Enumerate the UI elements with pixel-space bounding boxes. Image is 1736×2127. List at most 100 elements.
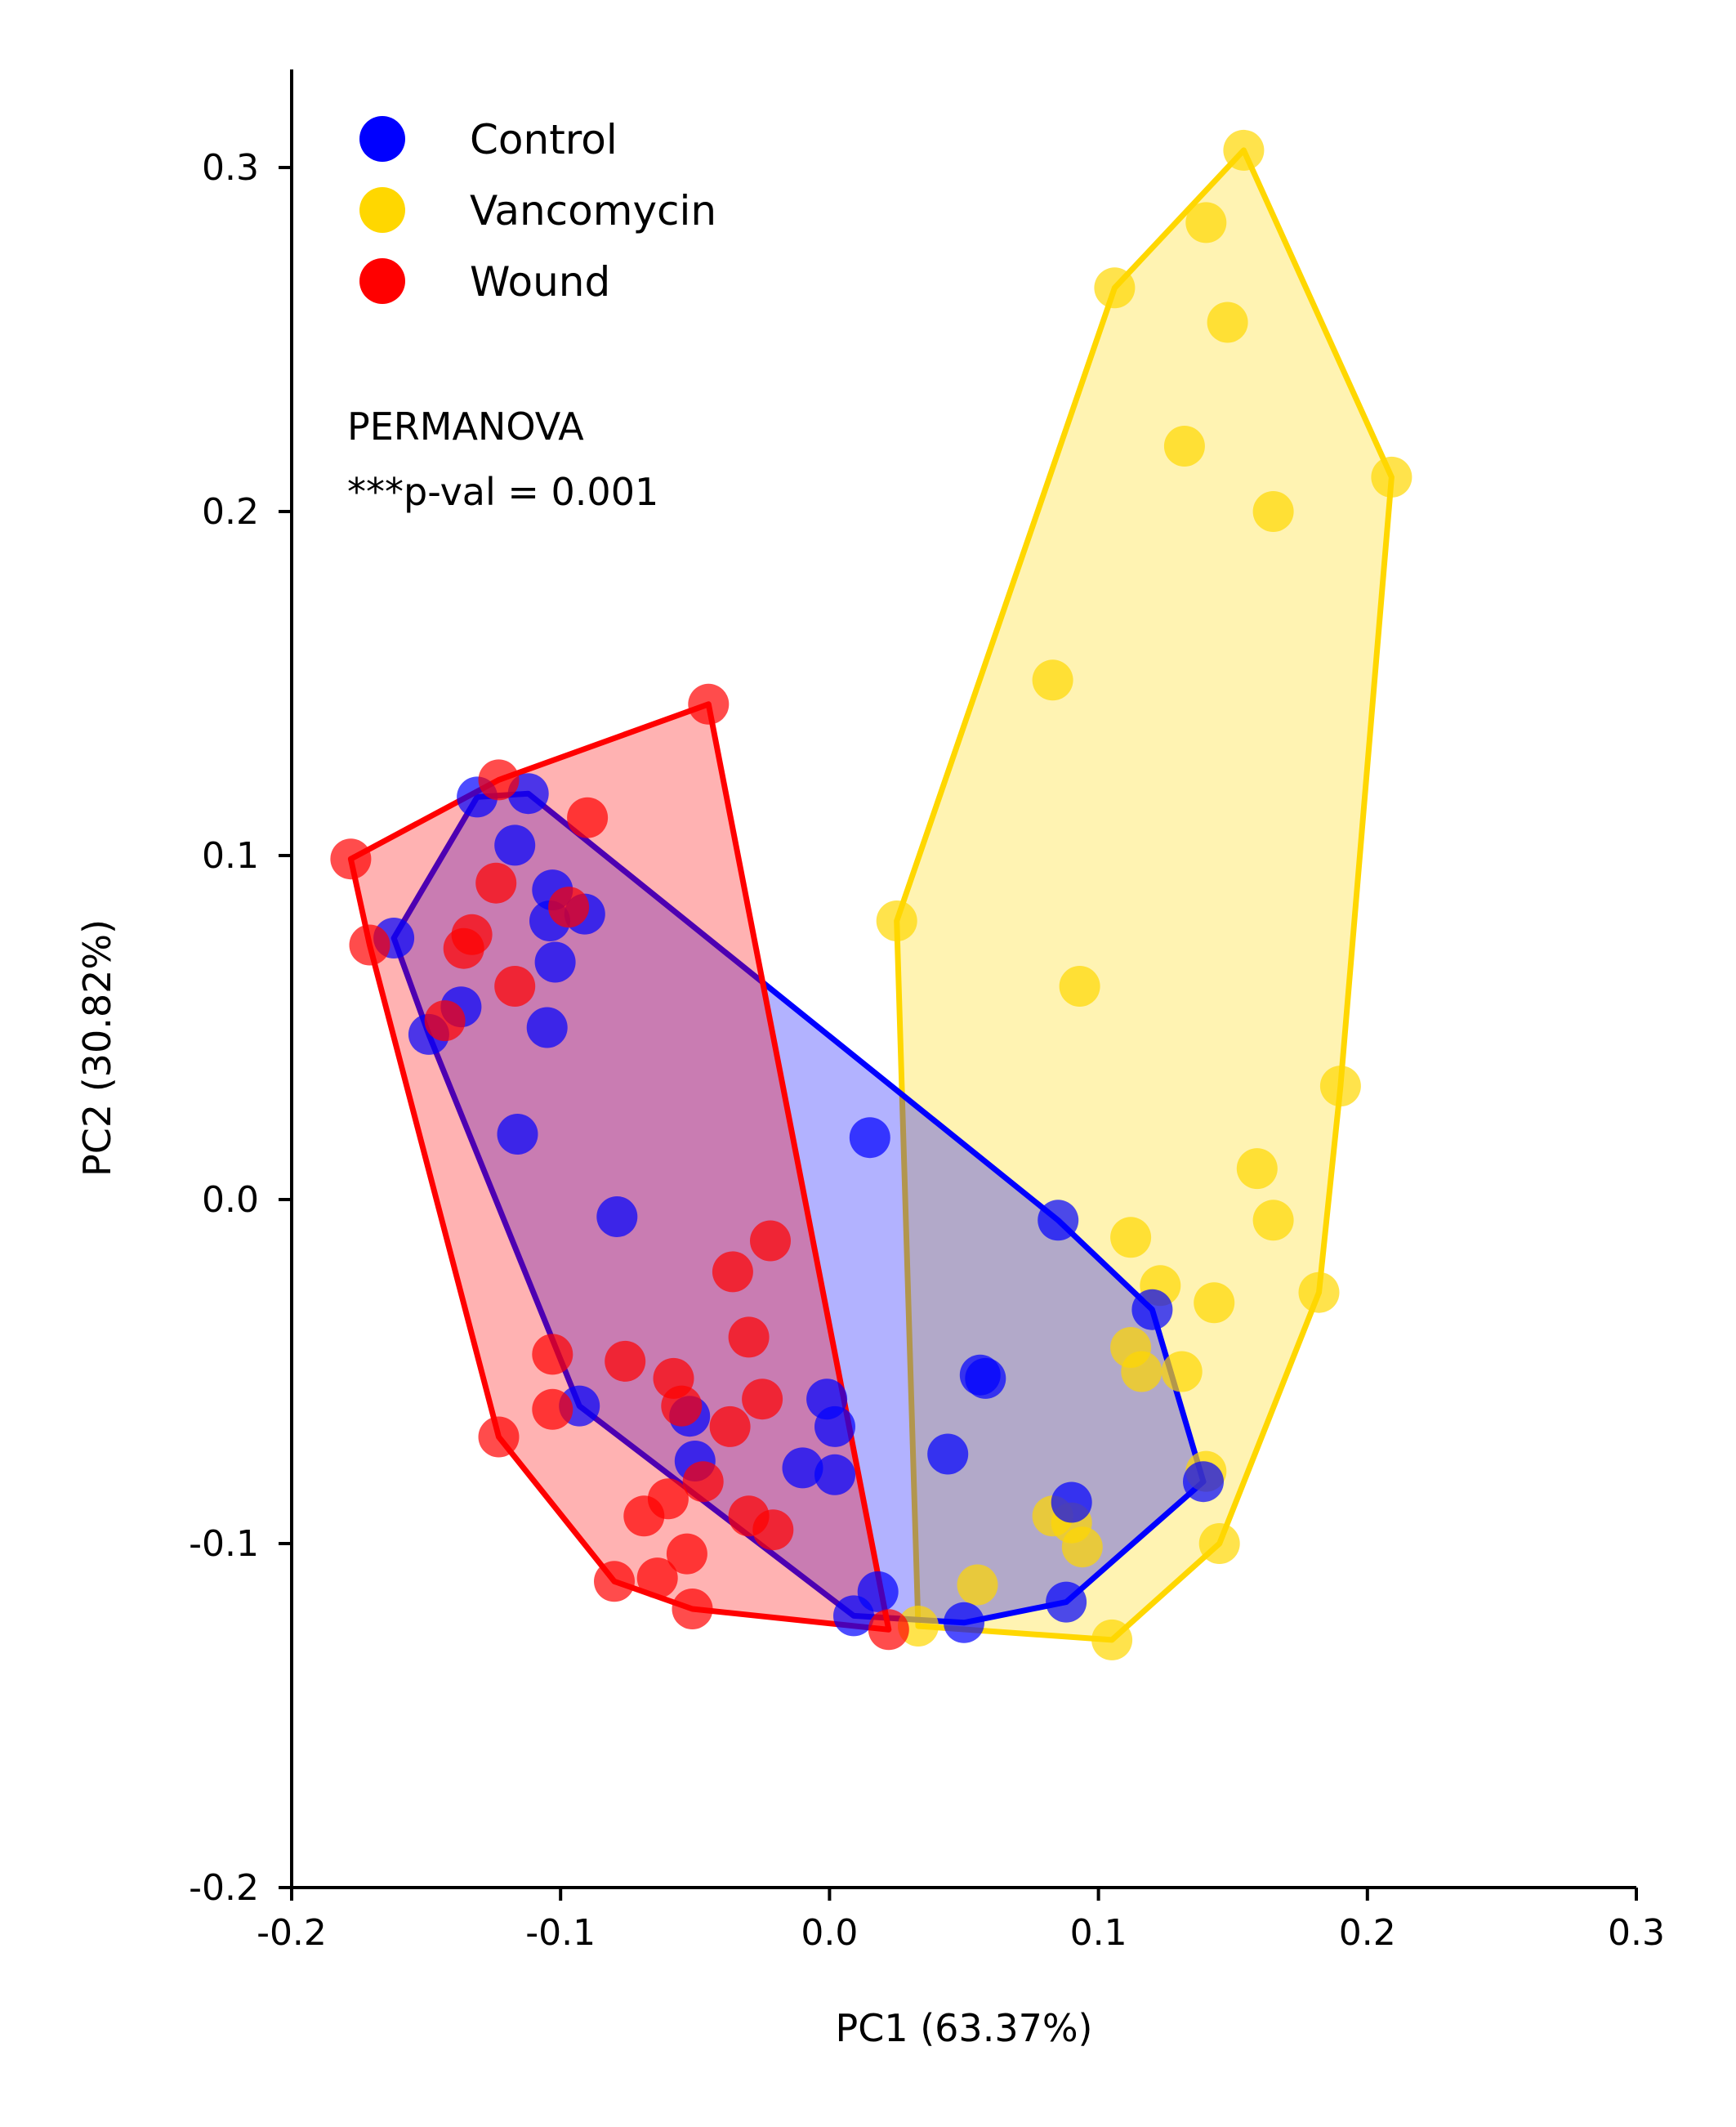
wound-point <box>532 1334 573 1375</box>
wound-point <box>475 862 517 904</box>
control-point <box>944 1602 984 1643</box>
axes-layer: -0.2 -0.1 0.0 0.1 0.2 0.3 -0.2 -0.1 0.0 0.1 0.2 0.… <box>75 69 1665 2050</box>
y-axis-ticks: -0.2 -0.1 0.0 0.1 0.2 0.3 <box>189 147 292 1909</box>
control-point <box>1183 1461 1224 1503</box>
wound-point <box>424 1000 466 1042</box>
vancomycin-point <box>1236 1148 1278 1190</box>
control-point <box>814 1405 855 1447</box>
wound-point <box>494 966 536 1007</box>
annotation-title: PERMANOVA <box>347 404 584 449</box>
wound-point <box>478 759 520 801</box>
control-point <box>849 1117 890 1159</box>
control-point <box>596 1196 638 1237</box>
wound-point <box>709 1405 751 1447</box>
wound-point <box>605 1340 646 1382</box>
wound-point <box>636 1557 678 1599</box>
vancomycin-point <box>1371 456 1412 498</box>
control-point <box>927 1433 969 1475</box>
wound-point <box>682 1461 724 1503</box>
y-tick-label: 0.0 <box>202 1179 259 1221</box>
vancomycin-point <box>1091 1619 1133 1660</box>
wound-point <box>548 887 590 928</box>
points-layer <box>330 129 1412 1660</box>
wound-point <box>567 797 609 838</box>
y-tick-label: 0.2 <box>202 491 259 533</box>
wound-point <box>661 1385 703 1427</box>
wound-point <box>712 1251 753 1293</box>
wound-point <box>349 924 390 966</box>
wound-point <box>478 1416 520 1458</box>
wound-point <box>742 1379 783 1420</box>
x-tick-label: 0.3 <box>1608 1912 1665 1954</box>
vancomycin-point <box>1194 1282 1235 1324</box>
wound-point <box>443 927 484 969</box>
y-tick-label: -0.2 <box>189 1867 259 1909</box>
x-axis-label: PC1 (63.37%) <box>835 2006 1092 2050</box>
x-axis-ticks: -0.2 -0.1 0.0 0.1 0.2 0.3 <box>257 1888 1665 1954</box>
vancomycin-point <box>1032 659 1073 701</box>
vancomycin-hull-outline <box>894 147 1395 1643</box>
vancomycin-point <box>1094 267 1136 309</box>
control-point <box>1131 1289 1173 1330</box>
control-point <box>782 1447 823 1489</box>
x-tick-label: -0.2 <box>257 1912 327 1954</box>
vancomycin-point <box>1198 1523 1240 1564</box>
wound-point <box>728 1316 770 1358</box>
vancomycin-point <box>1207 302 1248 343</box>
control-point <box>1038 1200 1079 1241</box>
y-tick-label: 0.3 <box>202 147 259 189</box>
annotation-pvalue: ***p-val = 0.001 <box>347 470 658 514</box>
control-legend-label: Control <box>470 116 618 163</box>
wound-legend-label: Wound <box>470 258 610 306</box>
control-point <box>857 1571 899 1612</box>
control-point <box>1046 1581 1087 1623</box>
wound-legend-marker <box>359 258 405 304</box>
vancomycin-point <box>957 1564 998 1606</box>
wound-point <box>672 1589 713 1629</box>
control-point <box>965 1357 1006 1399</box>
vancomycin-point <box>1121 1351 1163 1392</box>
wound-point <box>532 1388 573 1430</box>
x-tick-label: -0.1 <box>525 1912 596 1954</box>
vancomycin-point <box>1252 491 1294 532</box>
y-tick-label: 0.1 <box>202 835 259 877</box>
wound-point <box>594 1561 635 1602</box>
vancomycin-point <box>1161 1351 1203 1392</box>
x-tick-label: 0.2 <box>1339 1912 1396 1954</box>
vancomycin-point <box>1110 1217 1152 1258</box>
control-point <box>526 1007 568 1048</box>
vancomycin-point <box>898 1606 939 1647</box>
control-point <box>497 1114 538 1155</box>
y-tick-label: -0.1 <box>189 1523 259 1565</box>
vancomycin-point <box>876 900 917 941</box>
y-axis-label: PC2 (30.82%) <box>75 919 119 1177</box>
wound-point <box>750 1220 791 1262</box>
vancomycin-point <box>1319 1066 1361 1107</box>
vancomycin-point <box>1298 1271 1340 1313</box>
control-point <box>494 824 536 866</box>
control-legend-marker <box>359 116 405 162</box>
vancomycin-point <box>1059 966 1100 1007</box>
wound-point <box>752 1509 794 1551</box>
x-tick-label: 0.0 <box>801 1912 858 1954</box>
control-point <box>1051 1481 1092 1523</box>
permanova-annotation: PERMANOVA ***p-val = 0.001 <box>347 404 658 514</box>
vancomycin-point <box>1061 1526 1103 1568</box>
wound-point <box>623 1495 665 1537</box>
vancomycin-point <box>1185 202 1227 244</box>
wound-point <box>666 1533 707 1575</box>
wound-point <box>330 838 372 880</box>
wound-point <box>868 1609 909 1651</box>
vancomycin-legend-label: Vancomycin <box>470 187 716 235</box>
wound-point <box>688 683 730 725</box>
vancomycin-legend-marker <box>359 187 405 233</box>
control-point <box>814 1454 855 1495</box>
x-tick-label: 0.1 <box>1070 1912 1127 1954</box>
vancomycin-point <box>1252 1200 1294 1241</box>
legend: Control Vancomycin Wound <box>359 116 716 306</box>
vancomycin-point <box>1223 129 1265 171</box>
vancomycin-point <box>1163 426 1205 467</box>
control-point <box>534 941 576 983</box>
